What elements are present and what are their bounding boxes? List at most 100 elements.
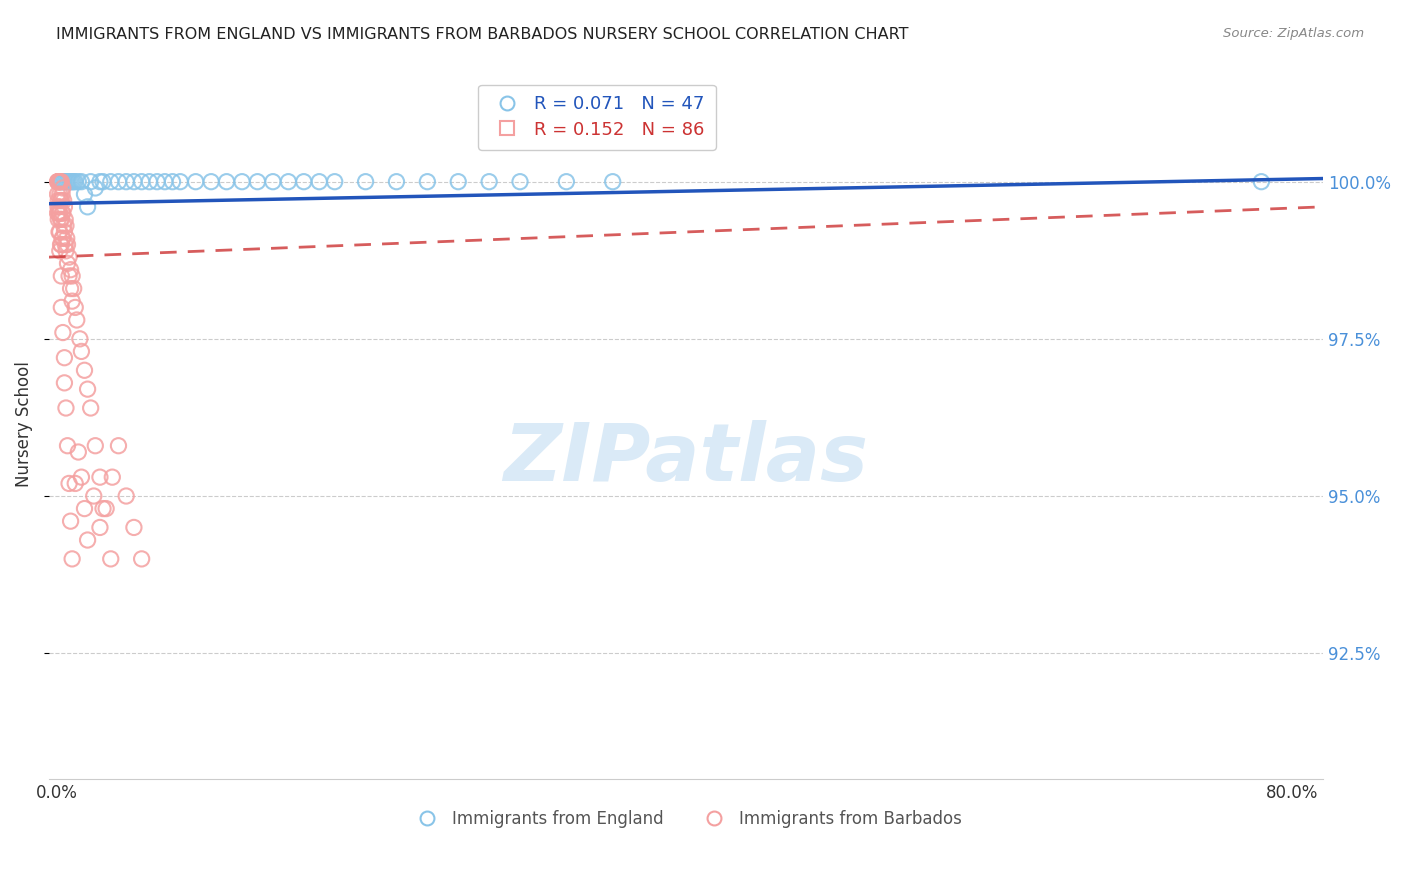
Point xyxy=(416,175,439,189)
Point xyxy=(73,187,96,202)
Point xyxy=(277,175,299,189)
Point xyxy=(46,212,69,227)
Point xyxy=(53,200,76,214)
Point xyxy=(59,262,82,277)
Point xyxy=(122,175,145,189)
Legend: Immigrants from England, Immigrants from Barbados: Immigrants from England, Immigrants from… xyxy=(404,803,969,835)
Point xyxy=(65,301,87,315)
Point xyxy=(146,175,169,189)
Point xyxy=(69,332,91,346)
Point xyxy=(52,175,75,189)
Point xyxy=(131,552,153,566)
Point xyxy=(53,212,76,227)
Point xyxy=(53,225,76,239)
Point xyxy=(51,231,73,245)
Point xyxy=(73,501,96,516)
Point xyxy=(215,175,238,189)
Point xyxy=(262,175,284,189)
Point xyxy=(51,301,73,315)
Point xyxy=(76,382,98,396)
Point xyxy=(48,225,70,239)
Point xyxy=(48,175,70,189)
Point xyxy=(59,514,82,528)
Point xyxy=(46,200,69,214)
Point xyxy=(76,200,98,214)
Point xyxy=(1250,175,1272,189)
Point xyxy=(48,206,70,220)
Point xyxy=(51,175,73,189)
Point xyxy=(101,470,124,484)
Point xyxy=(51,175,73,189)
Point xyxy=(46,175,69,189)
Point xyxy=(56,237,79,252)
Point xyxy=(153,175,176,189)
Point xyxy=(46,187,69,202)
Point xyxy=(66,313,89,327)
Point xyxy=(292,175,315,189)
Point xyxy=(169,175,191,189)
Point xyxy=(51,187,73,202)
Point xyxy=(51,268,73,283)
Point xyxy=(62,281,84,295)
Text: IMMIGRANTS FROM ENGLAND VS IMMIGRANTS FROM BARBADOS NURSERY SCHOOL CORRELATION C: IMMIGRANTS FROM ENGLAND VS IMMIGRANTS FR… xyxy=(56,27,908,42)
Point xyxy=(53,175,76,189)
Point xyxy=(49,175,72,189)
Point xyxy=(55,175,77,189)
Point xyxy=(60,175,83,189)
Point xyxy=(53,237,76,252)
Point xyxy=(59,281,82,295)
Point xyxy=(354,175,377,189)
Point xyxy=(59,175,82,189)
Point xyxy=(58,250,80,264)
Point xyxy=(70,175,93,189)
Point xyxy=(73,363,96,377)
Point xyxy=(94,501,117,516)
Point xyxy=(115,489,138,503)
Point xyxy=(48,175,70,189)
Point xyxy=(84,439,107,453)
Point xyxy=(60,294,83,309)
Point xyxy=(100,175,122,189)
Point xyxy=(231,175,253,189)
Point xyxy=(52,231,75,245)
Point xyxy=(70,470,93,484)
Point xyxy=(131,175,153,189)
Point xyxy=(53,351,76,365)
Point xyxy=(51,237,73,252)
Point xyxy=(46,175,69,189)
Point xyxy=(49,225,72,239)
Point xyxy=(162,175,184,189)
Point xyxy=(138,175,160,189)
Point xyxy=(65,476,87,491)
Point xyxy=(84,181,107,195)
Point xyxy=(52,219,75,233)
Point xyxy=(91,175,114,189)
Point xyxy=(55,244,77,258)
Point xyxy=(46,175,69,189)
Point xyxy=(89,175,111,189)
Point xyxy=(49,212,72,227)
Point xyxy=(89,520,111,534)
Point xyxy=(46,206,69,220)
Point xyxy=(58,175,80,189)
Point xyxy=(76,533,98,547)
Point xyxy=(107,439,129,453)
Point xyxy=(51,194,73,208)
Point xyxy=(52,206,75,220)
Point xyxy=(49,187,72,202)
Point xyxy=(48,200,70,214)
Point xyxy=(56,175,79,189)
Point xyxy=(60,552,83,566)
Text: Source: ZipAtlas.com: Source: ZipAtlas.com xyxy=(1223,27,1364,40)
Point xyxy=(58,268,80,283)
Point xyxy=(200,175,222,189)
Point xyxy=(70,344,93,359)
Point xyxy=(52,326,75,340)
Point xyxy=(91,501,114,516)
Point xyxy=(67,445,90,459)
Point xyxy=(48,206,70,220)
Y-axis label: Nursery School: Nursery School xyxy=(15,360,32,487)
Point xyxy=(56,256,79,270)
Point xyxy=(184,175,207,189)
Point xyxy=(79,175,101,189)
